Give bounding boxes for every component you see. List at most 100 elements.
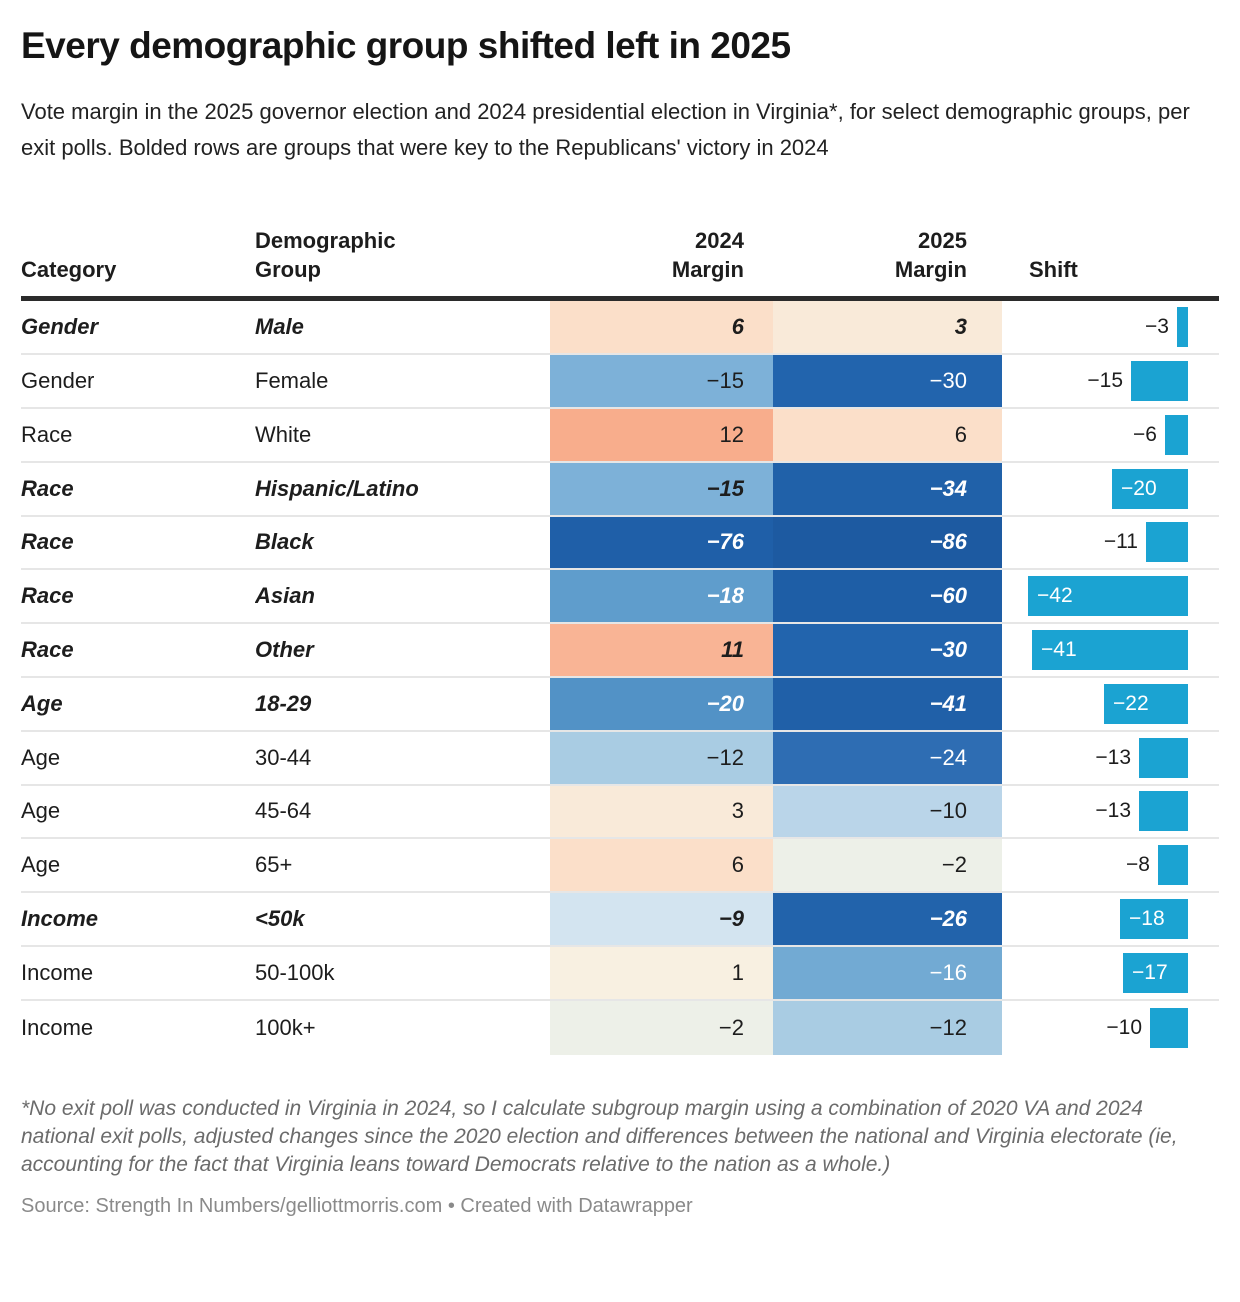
cell-2025-margin: −86	[773, 516, 1002, 569]
cell-2025-margin: −26	[773, 893, 1002, 945]
cell-shift: −17	[1002, 947, 1219, 999]
cell-2025-margin: −30	[773, 624, 1002, 676]
cell-category: Gender	[21, 314, 99, 340]
table-row: Race White 12 6 −6	[21, 408, 1219, 463]
table-row: Income <50k −9 −26 −18	[21, 893, 1219, 947]
shift-label-outside: −13	[1095, 799, 1131, 823]
cell-shift: −13	[1002, 786, 1219, 838]
chart-subtitle: Vote margin in the 2025 governor electio…	[21, 99, 1190, 161]
cell-2025-margin: −12	[773, 1000, 1002, 1055]
cell-2025-margin: −30	[773, 355, 1002, 407]
cell-shift: −10	[1002, 1001, 1219, 1055]
cell-2025-margin: 6	[773, 408, 1002, 461]
cell-2024-margin: −76	[550, 516, 773, 569]
shift-bar	[1139, 737, 1188, 778]
cell-2025-margin: −34	[773, 462, 1002, 515]
cell-2025-margin: −10	[773, 785, 1002, 838]
shift-label-outside: −15	[1087, 369, 1123, 393]
cell-category: Age	[21, 690, 63, 716]
cell-shift: −42	[1002, 570, 1219, 622]
cell-category: Age	[21, 852, 61, 878]
table-row: Income 100k+ −2 −12 −10	[21, 1000, 1219, 1055]
footnote: *No exit poll was conducted in Virginia …	[21, 1096, 1178, 1176]
cell-shift: −11	[1002, 517, 1219, 569]
shift-bar	[1165, 414, 1188, 455]
cell-group: Hispanic/Latino	[255, 475, 419, 501]
cell-category: Race	[21, 421, 73, 447]
cell-group: <50k	[255, 906, 305, 932]
cell-2024-margin: −20	[550, 677, 773, 730]
shift-bar: −18	[1120, 899, 1188, 940]
cell-2025-margin: −16	[773, 946, 1002, 999]
cell-category: Age	[21, 744, 61, 770]
table-row: Age 45-64 3 −10 −13	[21, 785, 1219, 840]
cell-category: Race	[21, 583, 74, 609]
cell-group: Asian	[255, 583, 315, 609]
cell-group: Black	[255, 529, 314, 555]
shift-label-outside: −10	[1106, 1015, 1142, 1039]
cell-category: Income	[21, 1014, 94, 1040]
cell-shift: −8	[1002, 839, 1219, 891]
cell-group: Other	[255, 637, 314, 663]
shift-label-inside: −17	[1132, 960, 1168, 984]
shift-bar: −22	[1104, 683, 1188, 724]
shift-label-outside: −3	[1145, 315, 1169, 339]
table-row: Age 30-44 −12 −24 −13	[21, 731, 1219, 786]
cell-2025-margin: −60	[773, 570, 1002, 623]
table-row: Race Hispanic/Latino −15 −34 −20	[21, 462, 1219, 517]
shift-label-outside: −13	[1095, 745, 1131, 769]
shift-label-outside: −8	[1126, 853, 1150, 877]
shift-label-outside: −6	[1133, 422, 1157, 446]
header-cell-2025-margin: 2025 Margin	[894, 228, 967, 282]
cell-2024-margin: −15	[550, 355, 773, 407]
cell-group: Male	[255, 314, 304, 340]
cell-2024-margin: −2	[550, 1000, 773, 1055]
shift-bar: −20	[1112, 468, 1188, 509]
cell-2024-margin: 11	[550, 624, 773, 676]
cell-2025-margin: −24	[773, 731, 1002, 784]
cell-category: Age	[21, 798, 61, 824]
cell-2025-margin: −41	[773, 677, 1002, 730]
cell-group: 18-29	[255, 690, 312, 716]
cell-2024-margin: 3	[550, 785, 773, 838]
cell-group: 100k+	[255, 1014, 316, 1040]
cell-2024-margin: −12	[550, 731, 773, 784]
shift-bar: −42	[1028, 576, 1188, 617]
table-row: Gender Male 6 3 −3	[21, 301, 1219, 356]
header-cell-group: Demographic Group	[255, 228, 396, 282]
cell-2025-margin: 3	[773, 301, 1002, 354]
shift-label-inside: −18	[1129, 907, 1165, 931]
cell-2024-margin: 1	[550, 946, 773, 999]
cell-shift: −18	[1002, 893, 1219, 945]
table-row: Gender Female −15 −30 −15	[21, 355, 1219, 409]
table-row: Income 50-100k 1 −16 −17	[21, 946, 1219, 1001]
cell-category: Income	[21, 959, 94, 985]
source-line: Source: Strength In Numbers/gelliottmorr…	[21, 1194, 693, 1217]
shift-bar	[1158, 845, 1188, 886]
header-cell-shift: Shift	[1029, 256, 1078, 282]
shift-label-inside: −42	[1037, 584, 1073, 608]
table-row: Age 18-29 −20 −41 −22	[21, 677, 1219, 732]
chart-title: Every demographic group shifted left in …	[21, 25, 791, 66]
shift-label-inside: −20	[1121, 476, 1157, 500]
shift-bar: −41	[1032, 630, 1188, 671]
table-row: Race Black −76 −86 −11	[21, 516, 1219, 571]
cell-2024-margin: 6	[550, 301, 773, 354]
cell-shift: −20	[1002, 463, 1219, 515]
cell-2024-margin: 6	[550, 839, 773, 892]
shift-label-inside: −41	[1041, 638, 1077, 662]
shift-bar	[1177, 307, 1188, 348]
shift-bar	[1139, 791, 1188, 832]
cell-shift: −15	[1002, 355, 1219, 407]
cell-category: Race	[21, 475, 74, 501]
cell-shift: −22	[1002, 678, 1219, 730]
cell-group: 45-64	[255, 798, 312, 824]
shift-label-outside: −11	[1103, 530, 1138, 554]
cell-2024-margin: −9	[550, 893, 773, 945]
cell-2024-margin: −15	[550, 462, 773, 515]
table-row: Race Asian −18 −60 −42	[21, 570, 1219, 625]
table-body: Gender Male 6 3 −3 Gender Female −15 −30…	[21, 301, 1219, 1055]
cell-category: Race	[21, 529, 74, 555]
cell-shift: −6	[1002, 409, 1219, 461]
